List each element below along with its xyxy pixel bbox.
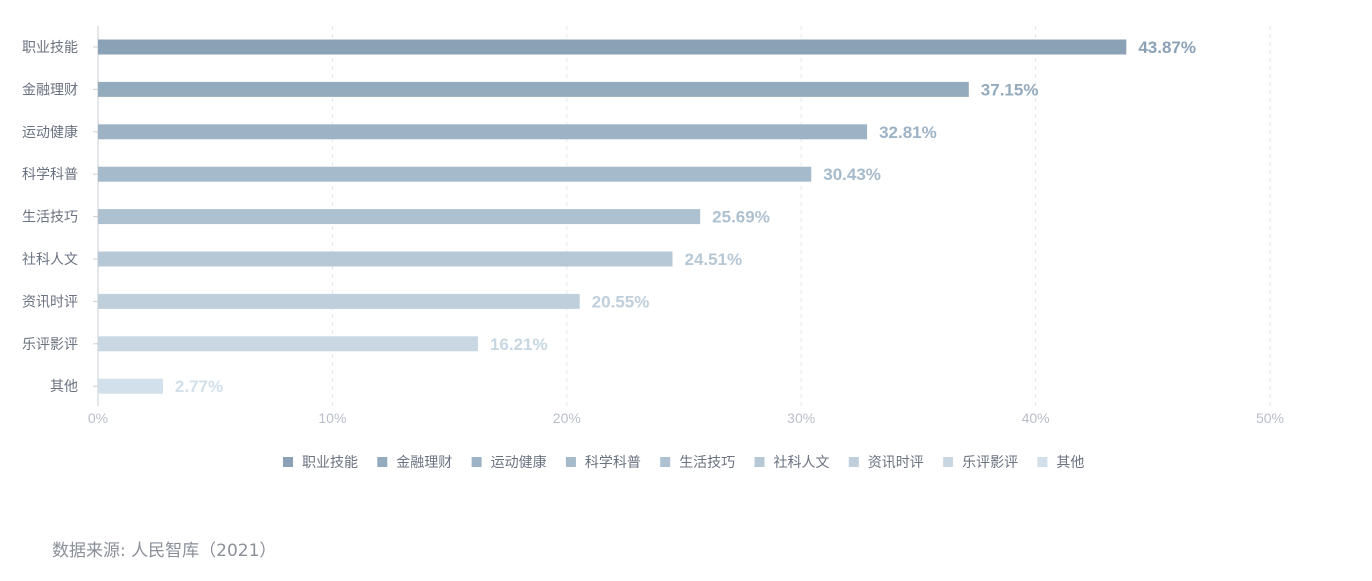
legend-swatch <box>565 457 576 467</box>
value-label: 37.15% <box>981 80 1039 99</box>
bar <box>98 293 580 309</box>
category-label: 职业技能 <box>22 40 78 56</box>
category-label: 生活技巧 <box>22 210 78 226</box>
bar <box>98 81 969 97</box>
category-label: 科学科普 <box>22 167 78 183</box>
legend-swatch <box>943 457 954 467</box>
category-label: 社科人文 <box>22 252 78 268</box>
value-labels: 43.87% 37.15% 32.81% 30.43% 25.69% 24.51% 20.5… <box>175 38 1196 396</box>
legend-item[interactable]: 职业技能 <box>283 455 358 471</box>
x-tick-label: 10% <box>318 410 346 426</box>
legend-label: 科学科普 <box>585 455 641 471</box>
legend-item[interactable]: 金融理财 <box>377 455 452 471</box>
x-tick-label: 40% <box>1022 410 1050 426</box>
legend-swatch <box>660 457 671 467</box>
legend-label: 乐评影评 <box>962 455 1018 471</box>
category-label: 其他 <box>50 379 78 395</box>
bar <box>98 336 478 352</box>
legend-swatch <box>1037 457 1048 467</box>
legend-swatch <box>754 457 765 467</box>
value-label: 24.51% <box>685 250 743 269</box>
x-tick-label: 50% <box>1256 410 1284 426</box>
bar <box>98 209 701 225</box>
legend-label: 资讯时评 <box>868 455 924 471</box>
bar <box>98 39 1127 55</box>
bars <box>98 39 1127 394</box>
x-tick-label: 20% <box>553 410 581 426</box>
legend-item[interactable]: 运动健康 <box>471 454 547 471</box>
category-label: 金融理财 <box>22 82 78 98</box>
value-label: 16.21% <box>490 335 548 354</box>
legend-swatch <box>283 457 293 467</box>
value-label: 30.43% <box>823 165 881 184</box>
legend-item[interactable]: 生活技巧 <box>660 455 735 471</box>
x-tick-label: 0% <box>88 410 108 426</box>
legend-swatch <box>848 457 859 467</box>
legend-label: 其他 <box>1056 455 1084 471</box>
value-label: 43.87% <box>1138 38 1196 57</box>
bar <box>98 166 812 182</box>
y-axis <box>93 26 99 406</box>
legend[interactable]: 职业技能 金融理财 运动健康 科学科普 生活技巧 社科人文 资讯时评 乐评影评 其他 <box>283 454 1084 471</box>
legend-item[interactable]: 资讯时评 <box>848 455 924 471</box>
legend-item[interactable]: 社科人文 <box>754 455 830 471</box>
value-label: 25.69% <box>712 208 770 227</box>
legend-swatch <box>377 457 388 467</box>
category-label: 运动健康 <box>22 124 78 141</box>
x-tick-label: 30% <box>787 410 815 426</box>
bar <box>98 378 163 394</box>
legend-label: 运动健康 <box>491 454 547 471</box>
legend-label: 金融理财 <box>396 455 452 471</box>
legend-label: 生活技巧 <box>679 455 735 471</box>
value-label: 32.81% <box>879 123 937 142</box>
category-label: 资讯时评 <box>22 294 78 310</box>
value-label: 20.55% <box>592 292 650 311</box>
legend-label: 职业技能 <box>302 455 358 471</box>
legend-label: 社科人文 <box>774 455 830 471</box>
bar <box>98 251 673 267</box>
bar <box>98 124 868 140</box>
legend-item[interactable]: 科学科普 <box>565 455 641 471</box>
value-label: 2.77% <box>175 377 223 396</box>
legend-item[interactable]: 乐评影评 <box>943 455 1018 471</box>
legend-item[interactable]: 其他 <box>1037 455 1084 471</box>
category-label: 乐评影评 <box>22 337 78 353</box>
legend-swatch <box>471 457 482 467</box>
source-note: 数据来源: 人民智库（2021） <box>52 541 277 561</box>
x-tick-labels: 0% 10% 20% 30% 40% 50% <box>88 410 1284 426</box>
